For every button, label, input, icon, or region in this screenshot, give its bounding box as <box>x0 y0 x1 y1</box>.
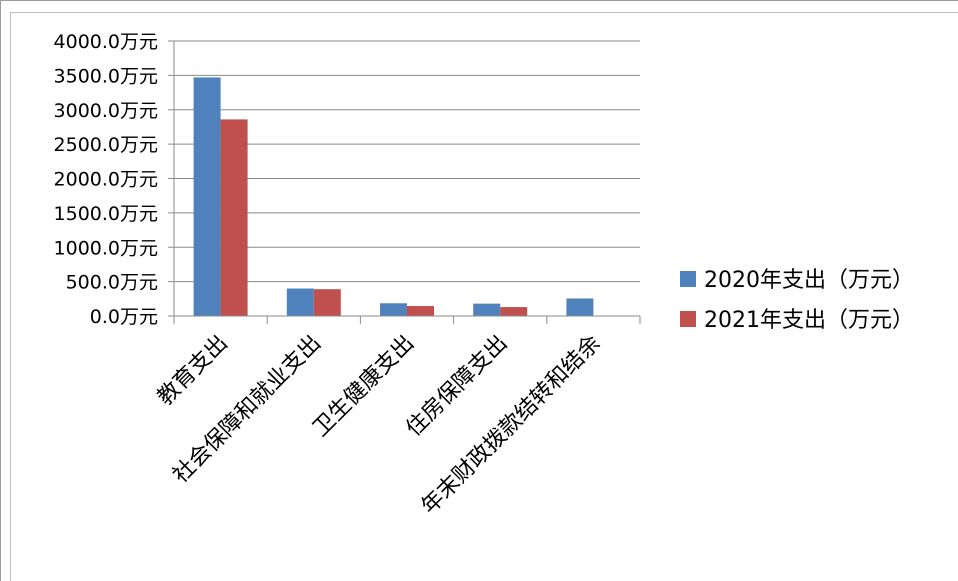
chart-area-left-border <box>10 12 11 581</box>
legend-swatch <box>680 311 696 327</box>
legend: 2020年支出（万元） 2021年支出（万元） <box>680 268 914 333</box>
y-tick-label: 3000.0万元 <box>54 100 158 122</box>
chart-area-top-border <box>10 12 958 13</box>
y-tick-label: 500.0万元 <box>66 272 158 294</box>
bar <box>380 303 407 316</box>
legend-swatch <box>680 271 696 287</box>
y-tick-label: 3500.0万元 <box>54 65 158 87</box>
y-tick-label: 4000.0万元 <box>54 31 158 53</box>
bar <box>500 307 528 316</box>
bars <box>193 77 594 316</box>
y-tick-label: 0.0万元 <box>90 306 158 328</box>
x-tick-label: 年末财政拨款结转和结余 <box>417 331 606 520</box>
frame-top-border <box>0 0 958 1</box>
gridlines <box>174 40 640 283</box>
x-tick-label: 教育支出 <box>153 331 233 411</box>
bar <box>566 298 594 316</box>
frame-left-border <box>0 0 1 581</box>
bar <box>407 306 434 316</box>
bar <box>473 303 501 316</box>
bar <box>193 77 221 316</box>
bar <box>313 289 341 316</box>
bar <box>286 288 314 316</box>
axes <box>168 40 641 324</box>
legend-label: 2020年支出（万元） <box>704 268 914 293</box>
legend-label: 2021年支出（万元） <box>704 308 914 333</box>
bar <box>220 119 248 316</box>
y-tick-label: 2500.0万元 <box>54 134 158 156</box>
y-tick-label: 2000.0万元 <box>54 169 158 191</box>
y-tick-labels: 0.0万元 500.0万元 1000.0万元 1500.0万元 2000.0万元 2500… <box>54 31 158 328</box>
y-tick-label: 1000.0万元 <box>54 237 158 259</box>
y-tick-label: 1500.0万元 <box>54 203 158 225</box>
